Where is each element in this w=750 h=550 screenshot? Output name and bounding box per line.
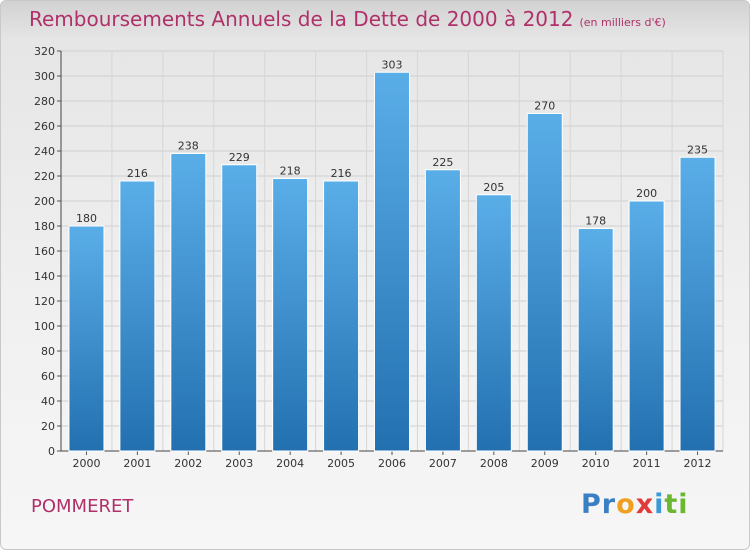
bar <box>68 225 105 452</box>
chart-title: Remboursements Annuels de la Dette de 20… <box>29 7 666 31</box>
y-tick-label: 120 <box>34 295 55 308</box>
x-tick-label: 2011 <box>633 457 661 470</box>
bar-value-label: 178 <box>585 215 606 228</box>
bar-value-label: 229 <box>229 151 250 164</box>
logo-letter: t <box>664 489 679 520</box>
y-tick-label: 280 <box>34 95 55 108</box>
label-layer: 180 2000 216 2001 238 2002 229 2003 218 2004 216 20… <box>72 58 711 470</box>
x-tick-label: 2005 <box>327 457 355 470</box>
y-tick-label: 200 <box>34 195 55 208</box>
x-tick-label: 2010 <box>582 457 610 470</box>
bar <box>577 228 614 452</box>
bar <box>475 194 512 452</box>
y-tick-label: 100 <box>34 320 55 333</box>
x-tick-label: 2001 <box>123 457 151 470</box>
logo-letter: i <box>654 489 665 520</box>
bar-value-label: 303 <box>382 58 403 71</box>
chart-title-text: Remboursements Annuels de la Dette de 20… <box>29 7 574 31</box>
chart-subtitle: (en milliers d'€) <box>579 16 666 29</box>
x-tick-label: 2012 <box>684 457 712 470</box>
y-tick-label: 240 <box>34 145 55 158</box>
bar-value-label: 238 <box>178 140 199 153</box>
bar <box>221 164 258 452</box>
y-tick-label: 160 <box>34 245 55 258</box>
bar <box>374 71 410 452</box>
y-tick-label: 180 <box>34 220 55 233</box>
x-tick-label: 2009 <box>531 457 559 470</box>
bar-value-label: 235 <box>687 143 708 156</box>
bar <box>119 180 156 452</box>
x-tick-label: 2008 <box>480 457 508 470</box>
x-tick-label: 2000 <box>72 457 100 470</box>
logo-letter: x <box>635 489 655 520</box>
bar-layer <box>68 71 716 452</box>
bar-value-label: 225 <box>432 156 453 169</box>
bar <box>679 156 716 452</box>
bar <box>526 113 563 452</box>
y-tick-label: 220 <box>34 170 55 183</box>
x-tick-label: 2002 <box>174 457 202 470</box>
logo-letter: P <box>581 489 602 520</box>
bar <box>424 169 461 452</box>
proxiti-logo: Proxiti <box>581 489 689 520</box>
y-tick-label: 260 <box>34 120 55 133</box>
bar <box>170 153 207 452</box>
y-tick-label: 140 <box>34 270 55 283</box>
bar-value-label: 205 <box>483 181 504 194</box>
x-tick-label: 2003 <box>225 457 253 470</box>
bar-value-label: 270 <box>534 100 555 113</box>
x-tick-label: 2004 <box>276 457 304 470</box>
y-tick-label: 300 <box>34 70 55 83</box>
bar <box>272 178 309 452</box>
y-tick-label: 20 <box>41 420 55 433</box>
commune-name: POMMERET <box>31 496 134 517</box>
x-tick-label: 2007 <box>429 457 457 470</box>
bar-value-label: 200 <box>636 187 657 200</box>
y-tick-label: 40 <box>41 395 55 408</box>
bar <box>628 200 665 452</box>
bar-value-label: 218 <box>280 165 301 178</box>
bar-value-label: 180 <box>76 212 97 225</box>
y-tick-label: 80 <box>41 345 55 358</box>
logo-letter: o <box>616 489 636 520</box>
bar <box>323 180 360 452</box>
y-tick-label: 320 <box>34 45 55 58</box>
y-tick-label: 0 <box>48 445 55 458</box>
bar-value-label: 216 <box>127 167 148 180</box>
logo-letter: i <box>678 489 689 520</box>
y-tick-label: 60 <box>41 370 55 383</box>
logo-letter: r <box>601 489 617 520</box>
x-tick-label: 2006 <box>378 457 406 470</box>
bar-value-label: 216 <box>331 167 352 180</box>
